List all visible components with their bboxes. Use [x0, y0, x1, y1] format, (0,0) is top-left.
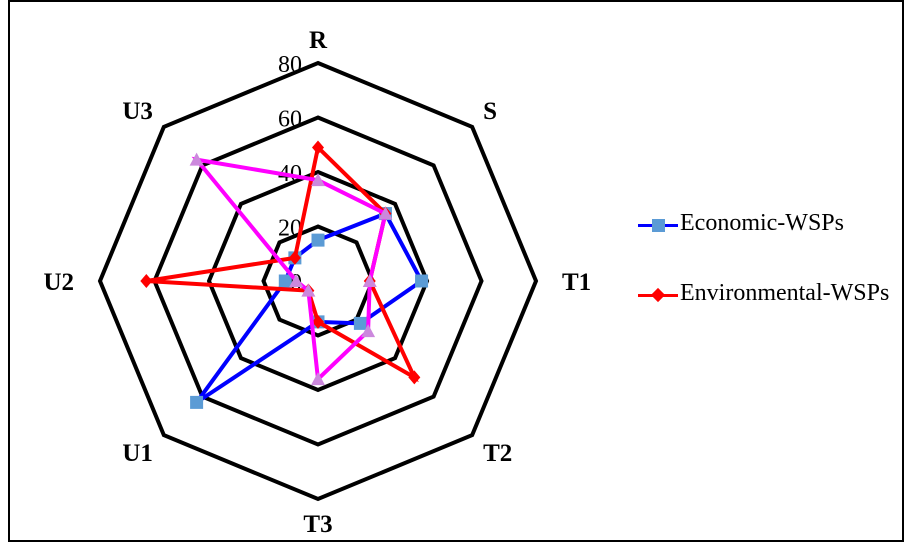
axis-label-u1: U1 — [122, 440, 153, 467]
legend-marker-environmental — [650, 287, 666, 303]
axis-label-u3: U3 — [122, 98, 153, 125]
series-1-point-r — [312, 140, 324, 155]
series-1-point-u3 — [288, 250, 301, 265]
series-2-point-u2 — [289, 274, 304, 287]
axis-label-t1: T1 — [562, 269, 591, 296]
axis-label-t3: T3 — [303, 511, 332, 538]
series-2 — [189, 152, 393, 386]
legend-item-economic: Economic-WSPs — [630, 200, 900, 240]
legend: Economic-WSPs Environmental-WSPs — [630, 200, 900, 340]
axis-label-u2: U2 — [43, 269, 74, 296]
series-0-point-t1 — [415, 274, 429, 288]
series-0-point-u2 — [278, 274, 292, 288]
series-2-point-t2 — [361, 324, 376, 338]
series-0-point-r — [311, 233, 325, 247]
legend-label-economic: Economic-WSPs — [680, 210, 844, 236]
legend-label-environmental: Environmental-WSPs — [680, 280, 890, 306]
series-0-point-t2 — [353, 316, 367, 330]
grid-ring-80 — [97, 60, 539, 502]
axis-label-t2: T2 — [483, 440, 512, 467]
tick-label-60: 60 — [278, 107, 302, 133]
series-1-point-t2 — [408, 370, 421, 385]
data-series — [140, 140, 429, 409]
series-2-point-t1 — [362, 274, 377, 287]
tick-label-80: 80 — [278, 52, 302, 78]
series-1-point-u2 — [140, 274, 153, 288]
axis-label-s: S — [483, 98, 497, 125]
series-2-point-s — [378, 206, 393, 220]
series-2-point-r — [311, 173, 325, 187]
axis-labels: R S T1 T2 T3 U1 U2 U3 — [43, 27, 591, 538]
axis-label-r: R — [309, 27, 328, 54]
series-2-point-u3 — [189, 152, 204, 166]
grid-ring-60 — [152, 115, 484, 447]
series-1-point-t3 — [312, 314, 324, 329]
legend-marker-economic — [652, 219, 665, 232]
legend-item-environmental: Environmental-WSPs — [630, 270, 900, 310]
series-2-point-t3 — [311, 372, 325, 386]
grid-ring-40 — [206, 169, 430, 393]
series-2-point-u1 — [301, 283, 316, 297]
series-0-point-u1 — [190, 395, 204, 409]
